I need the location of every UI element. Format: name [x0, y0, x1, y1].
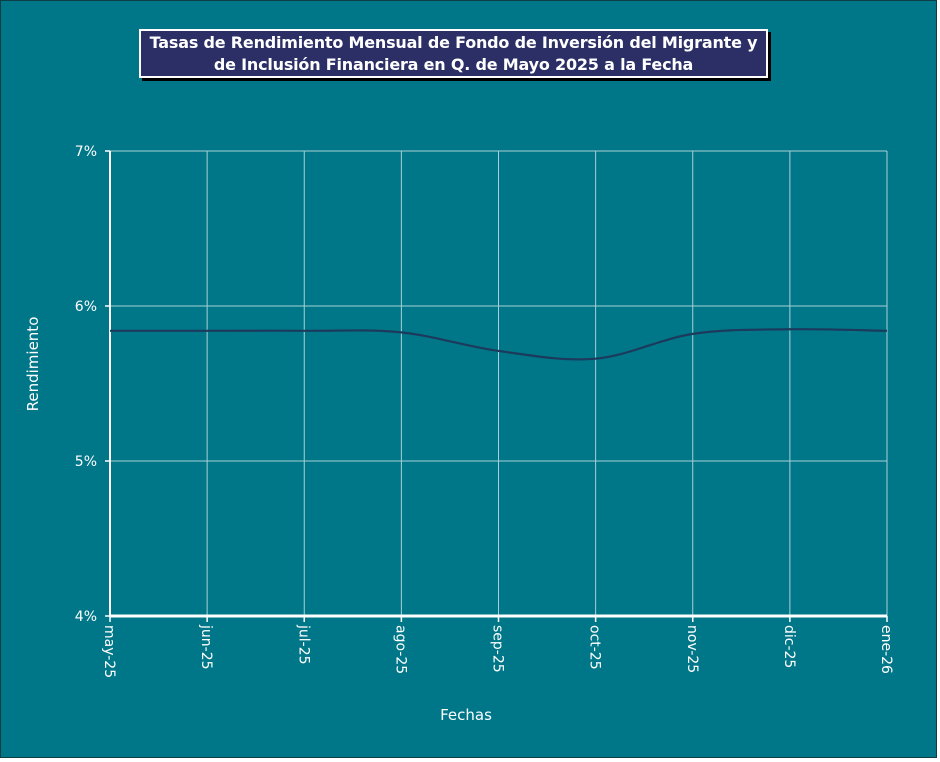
- x-tick-label: nov-25: [684, 625, 700, 673]
- series-line: [110, 328, 888, 361]
- y-tick-label: 5%: [75, 454, 97, 470]
- x-tick-label: sep-25: [490, 625, 506, 673]
- x-tick-label: may-25: [101, 625, 117, 678]
- y-tick-label: 6%: [75, 299, 97, 315]
- x-tick-label: jun-25: [198, 624, 214, 670]
- gridlines: [110, 150, 888, 616]
- y-tick-label: 4%: [75, 609, 97, 625]
- tick-labels: 4% 5% 6% 7% may-25 jun-25 jul-25 ago-25 sep-25 oc…: [75, 144, 894, 678]
- chart-title: Tasas de Rendimiento Mensual de Fondo de…: [139, 29, 768, 78]
- x-axis-title: Fechas: [440, 706, 492, 724]
- y-tick-label: 7%: [75, 144, 97, 160]
- series: [110, 328, 888, 361]
- y-axis-title: Rendimiento: [24, 317, 42, 412]
- chart-title-line-2: de Inclusión Financiera en Q. de Mayo 20…: [213, 55, 694, 74]
- x-tick-label: ene-26: [878, 625, 894, 674]
- x-tick-label: oct-25: [587, 625, 603, 670]
- chart-title-line-1: Tasas de Rendimiento Mensual de Fondo de…: [149, 33, 758, 52]
- x-tick-label: ago-25: [392, 625, 408, 674]
- x-tick-label: dic-25: [781, 625, 797, 668]
- x-tick-label: jul-25: [295, 624, 311, 665]
- axes: [105, 150, 888, 622]
